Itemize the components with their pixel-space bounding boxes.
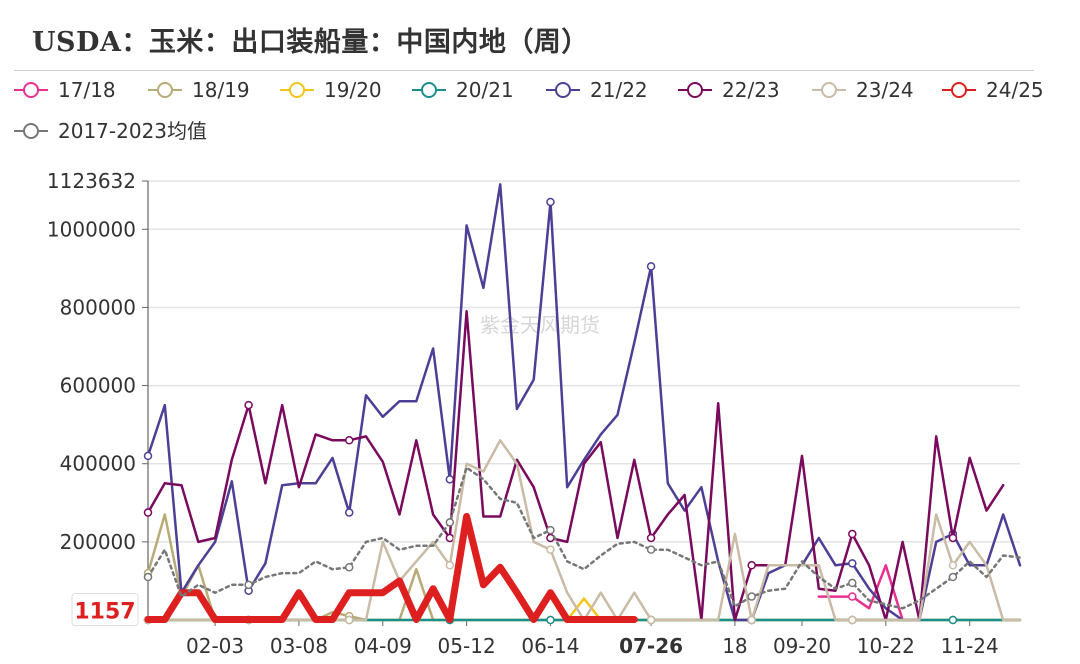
- legend-marker-icon: [421, 82, 437, 98]
- x-tick-label: 18: [722, 634, 747, 658]
- y-tick-label: 200000: [60, 530, 136, 554]
- legend-marker-icon: [821, 82, 837, 98]
- legend-label: 17/18: [58, 78, 116, 102]
- legend-marker-icon: [23, 123, 39, 139]
- data-point: [546, 533, 555, 543]
- x-tick-label: 09-20: [773, 634, 831, 658]
- x-tick-label: 04-09: [354, 634, 412, 658]
- x-tick-label: 06-14: [521, 634, 579, 658]
- legend-label: 18/19: [192, 78, 250, 102]
- data-point: [546, 525, 555, 535]
- legend-item[interactable]: 17/18: [14, 78, 116, 102]
- legend-item[interactable]: 18/19: [148, 78, 250, 102]
- series-line: [817, 564, 904, 622]
- legend-label: 24/25: [986, 78, 1044, 102]
- data-point: [948, 615, 958, 625]
- y-tick-label: 400000: [60, 452, 136, 476]
- data-point: [445, 475, 455, 484]
- y-tick-label: 1000000: [47, 217, 136, 241]
- data-point: [344, 436, 354, 445]
- data-point: [344, 563, 354, 572]
- annotations: 1157: [71, 593, 139, 627]
- x-tick-label: 11-24: [941, 634, 999, 658]
- data-point: [546, 197, 555, 207]
- title-divider: [14, 70, 1034, 71]
- legend-label: 19/20: [324, 78, 382, 102]
- data-point: [848, 559, 857, 568]
- legend: 17/18 18/19 19/20 20/21 21/22 22/23 23/24 24/25…: [14, 78, 1044, 143]
- data-point: [848, 592, 857, 601]
- legend-label: 20/21: [456, 78, 514, 102]
- legend-item[interactable]: 19/20: [280, 78, 382, 102]
- data-point: [848, 578, 857, 588]
- data-point: [646, 615, 656, 625]
- legend-marker-icon: [555, 82, 571, 98]
- data-point: [948, 533, 958, 543]
- chart-title: USDA：玉米：出口装船量：中国内地（周）: [32, 27, 589, 58]
- legend-marker-icon: [23, 82, 39, 98]
- series-line: [146, 310, 1005, 622]
- value-label: 1157: [74, 600, 135, 625]
- x-tick-label: 03-08: [270, 634, 328, 658]
- data-point: [244, 400, 253, 410]
- x-tick-label: 10-22: [857, 634, 915, 658]
- data-point: [344, 615, 354, 625]
- data-point: [244, 580, 253, 590]
- data-point: [445, 533, 455, 543]
- legend-marker-icon: [157, 82, 173, 98]
- legend-label: 23/24: [856, 78, 914, 102]
- x-tick-label: 02-03: [186, 634, 244, 658]
- data-point: [445, 518, 455, 527]
- data-point: [143, 572, 153, 582]
- data-point: [747, 561, 756, 570]
- data-point: [143, 451, 153, 461]
- legend-item[interactable]: 23/24: [812, 78, 914, 102]
- legend-label: 22/23: [722, 78, 780, 102]
- y-axis: 1123632 1000000 800000 600000 400000 200000: [47, 169, 149, 620]
- y-tick-label: 600000: [60, 374, 136, 398]
- series-line: [146, 466, 1022, 610]
- value-label-box: [71, 593, 139, 627]
- legend-marker-icon: [289, 82, 305, 98]
- data-point: [445, 561, 455, 570]
- series-group: [143, 183, 1022, 625]
- data-point: [546, 545, 555, 554]
- legend-item[interactable]: 20/21: [412, 78, 514, 102]
- legend-label: 21/22: [590, 78, 648, 102]
- data-point: [747, 615, 756, 625]
- legend-item[interactable]: 21/22: [546, 78, 648, 102]
- data-point: [646, 533, 656, 543]
- x-tick-label-highlight: 07-26: [619, 634, 683, 658]
- y-tick-label: 1123632: [47, 169, 136, 193]
- data-point: [848, 529, 857, 539]
- grid: [148, 180, 1020, 543]
- legend-label: 2017-2023均值: [58, 119, 207, 143]
- data-point: [747, 592, 756, 601]
- legend-item[interactable]: 2017-2023均值: [14, 119, 207, 143]
- y-tick-label: 800000: [60, 295, 136, 319]
- data-point: [848, 615, 857, 625]
- data-point: [546, 615, 555, 625]
- series-line: [146, 183, 1022, 622]
- data-point: [948, 572, 958, 582]
- x-tick-label: 05-12: [438, 634, 496, 658]
- data-point: [646, 545, 656, 554]
- data-point: [344, 508, 354, 517]
- x-axis: 02-03 03-08 04-09 05-12 06-14 07-26 18 09-20 10-…: [148, 619, 1020, 658]
- data-point: [948, 561, 958, 570]
- data-point: [143, 508, 153, 517]
- data-point: [646, 262, 656, 271]
- legend-marker-icon: [687, 82, 703, 98]
- series-line: [144, 513, 638, 623]
- legend-marker-icon: [951, 82, 967, 98]
- legend-item[interactable]: 22/23: [678, 78, 780, 102]
- legend-item[interactable]: 24/25: [942, 78, 1044, 102]
